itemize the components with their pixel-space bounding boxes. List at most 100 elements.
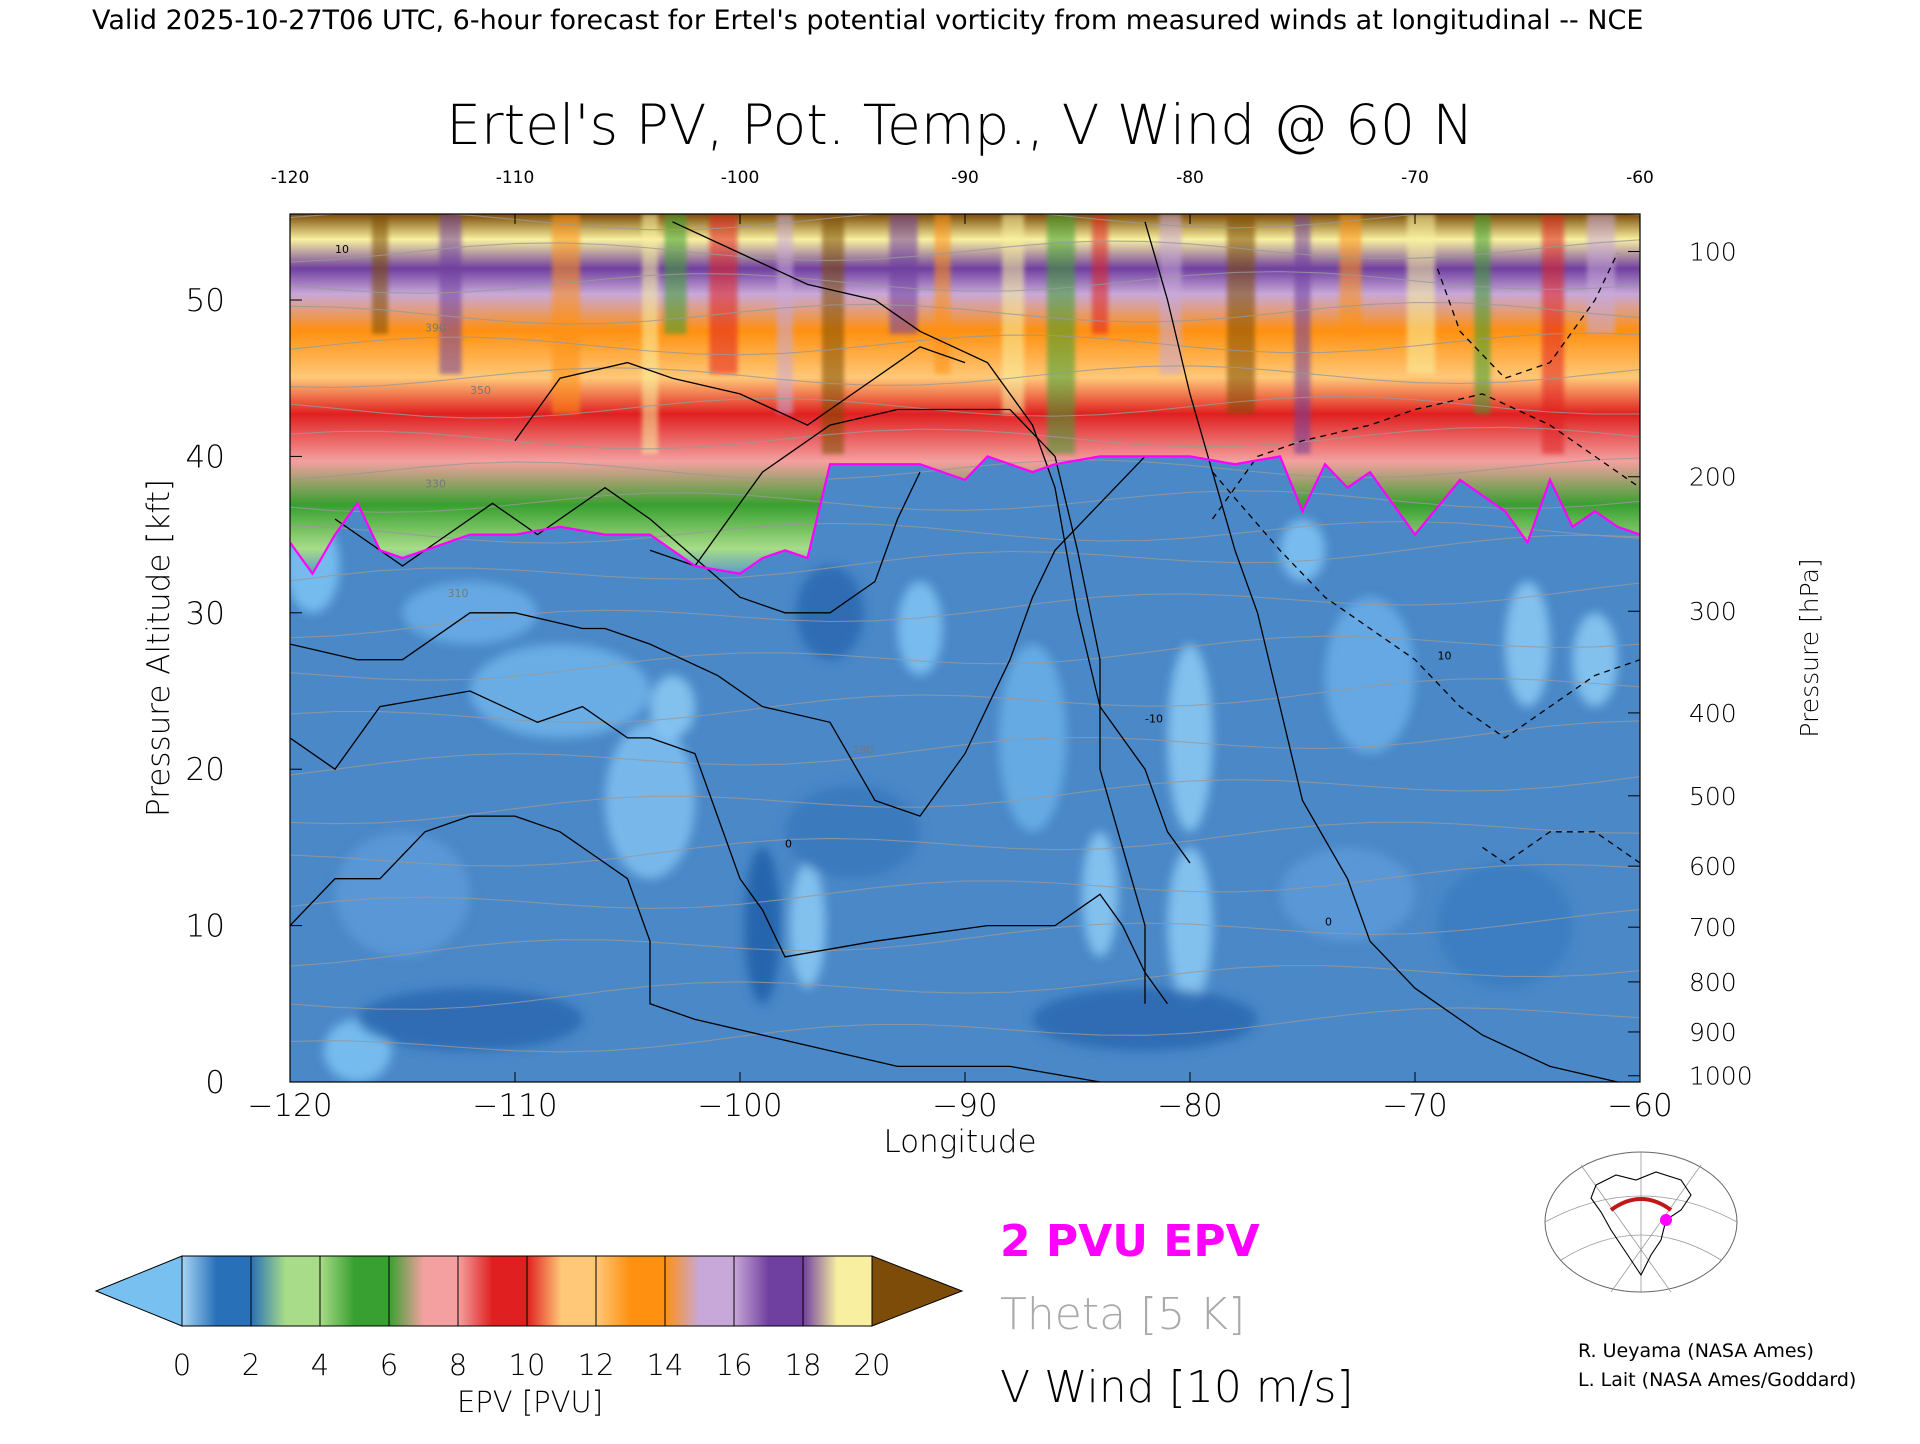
locator-marker xyxy=(1660,1214,1672,1226)
y-axis-right-label: Pressure [hPa] xyxy=(1795,558,1824,737)
tropo-blob xyxy=(789,863,826,989)
strat-streak xyxy=(1294,214,1311,454)
pressure-tick-label: 1000 xyxy=(1689,1062,1753,1091)
strat-streak xyxy=(777,214,793,414)
theta-contour xyxy=(290,426,1640,450)
x-tick-label: −90 xyxy=(932,1088,997,1124)
axes: −120-120−110-110−100-100−90-90−80-80−70-… xyxy=(186,168,1753,1124)
tropo-blob xyxy=(1167,847,1213,1004)
pressure-tick-label: 400 xyxy=(1689,699,1737,728)
plot-area: 390 350 330 310 290 10 0 -10 10 0 xyxy=(290,214,1640,1082)
y-tick-label: 50 xyxy=(186,283,225,319)
pressure-tick-label: 200 xyxy=(1689,463,1737,492)
colorbar-min-arrow xyxy=(94,1255,183,1327)
theta-contour xyxy=(290,965,1640,1010)
vwind-contour xyxy=(649,408,1146,1004)
x-tick-label-top: -110 xyxy=(496,168,535,188)
tropo-blob xyxy=(1167,644,1213,832)
theta-contour xyxy=(290,271,1640,294)
vwind-contour-negative xyxy=(1211,393,1640,520)
tropo-blob xyxy=(470,644,650,738)
colorbar: 0 2 4 6 8 10 12 14 16 18 20 xyxy=(94,1255,964,1382)
colorbar-segment xyxy=(802,1255,873,1327)
tropo-blob xyxy=(744,847,781,1004)
x-tick-label-top: -80 xyxy=(1176,168,1204,188)
strat-streak xyxy=(934,214,951,374)
vwind-contour xyxy=(290,455,1146,817)
vwind-contour xyxy=(334,471,921,614)
x-tick-label: −60 xyxy=(1607,1088,1672,1124)
strat-streak xyxy=(709,214,738,374)
vwind-contour-negative xyxy=(1436,252,1619,379)
x-tick-label-top: -90 xyxy=(951,168,979,188)
locator-meridians xyxy=(1580,1152,1702,1293)
strat-streak xyxy=(439,214,462,374)
tropo-blob xyxy=(785,784,920,879)
pv-2pvu-contour xyxy=(290,455,1640,576)
theta-contour-label: 290 xyxy=(853,744,874,757)
theta-contour xyxy=(290,239,1640,263)
colorbar-max-arrow xyxy=(871,1255,964,1327)
credit-line-2: L. Lait (NASA Ames/Goddard) xyxy=(1578,1369,1856,1391)
vwind-contour xyxy=(1144,221,1618,1082)
x-axis-label: Longitude xyxy=(883,1124,1036,1160)
colorbar-segment xyxy=(319,1255,390,1327)
tropo-blob xyxy=(605,722,695,879)
tropo-blob xyxy=(1280,847,1415,942)
vwind-contour-label: -10 xyxy=(1145,712,1163,725)
theta-contour xyxy=(290,396,1640,419)
x-tick-label: −70 xyxy=(1382,1088,1447,1124)
tropo-blob xyxy=(998,644,1067,832)
theta-contour-label: 310 xyxy=(448,587,469,600)
colorbar-segment xyxy=(250,1255,321,1327)
pressure-tick-label: 500 xyxy=(1689,782,1737,811)
credit-line-1: R. Ueyama (NASA Ames) xyxy=(1578,1340,1814,1362)
strat-streak xyxy=(1047,214,1075,454)
vwind-contour-label: 10 xyxy=(335,243,349,256)
x-tick-label-top: -100 xyxy=(721,168,760,188)
theta-contour xyxy=(290,720,1640,776)
theta-contour xyxy=(290,776,1640,825)
tropo-blob xyxy=(1280,518,1325,582)
y-tick-label: 10 xyxy=(186,909,225,945)
strat-streak xyxy=(642,214,658,454)
colorbar-tick-label: 16 xyxy=(716,1348,753,1382)
theta-contour xyxy=(290,534,1640,582)
vwind-contour xyxy=(290,690,1169,1005)
strat-streak xyxy=(1092,214,1108,334)
colorbar-label: EPV [PVU] xyxy=(457,1385,603,1419)
y-tick-label: 20 xyxy=(186,752,225,788)
colorbar-tick-label: 2 xyxy=(242,1348,260,1382)
colorbar-segment xyxy=(733,1255,804,1327)
strat-streak xyxy=(822,214,844,454)
chart-title: Ertel's PV, Pot. Temp., V Wind @ 60 N xyxy=(446,93,1473,157)
theta-contour xyxy=(290,301,1640,325)
x-tick-label: −80 xyxy=(1157,1088,1222,1124)
tropo-blob xyxy=(357,988,583,1051)
colorbar-tick-label: 14 xyxy=(647,1348,684,1382)
strat-streak xyxy=(552,214,580,414)
locator-section-path xyxy=(1609,1197,1673,1212)
vwind-contour xyxy=(514,346,966,442)
strat-streak xyxy=(889,214,918,334)
theta-contour xyxy=(290,490,1640,513)
vwind-contour xyxy=(290,815,1101,1082)
theta-contour-label: 330 xyxy=(425,478,446,491)
colorbar-segment xyxy=(526,1255,597,1327)
theta-contour xyxy=(290,1007,1640,1053)
y-tick-label: 0 xyxy=(205,1065,225,1101)
strat-streak xyxy=(1339,214,1362,334)
x-tick-label-top: -60 xyxy=(1626,168,1654,188)
x-tick-label: −110 xyxy=(472,1088,557,1124)
x-tick-label-top: -70 xyxy=(1401,168,1429,188)
vwind-contour xyxy=(672,221,1191,864)
colorbar-tick-label: 4 xyxy=(311,1348,329,1382)
locator-continent xyxy=(1590,1171,1692,1277)
strat-streak xyxy=(1159,214,1182,374)
strat-streak xyxy=(1407,214,1435,374)
pressure-tick-label: 800 xyxy=(1689,968,1737,997)
y-tick-label: 40 xyxy=(186,439,225,475)
strat-streak xyxy=(372,214,388,334)
vwind-contour-negative xyxy=(1482,831,1640,864)
colorbar-segment xyxy=(595,1255,666,1327)
